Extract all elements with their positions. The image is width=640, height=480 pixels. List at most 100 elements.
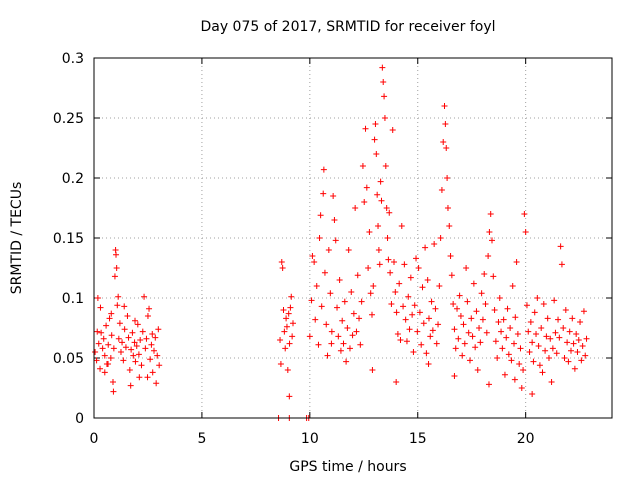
data-point	[461, 340, 468, 347]
data-point	[508, 357, 515, 364]
data-point	[529, 339, 536, 346]
data-point	[154, 352, 161, 359]
data-point	[451, 326, 458, 333]
data-point	[94, 328, 101, 335]
data-point	[375, 247, 382, 253]
data-point	[518, 385, 525, 391]
grid-lines	[94, 58, 612, 418]
data-point	[477, 339, 484, 346]
data-point	[444, 175, 451, 181]
data-point	[141, 293, 148, 300]
data-point	[513, 259, 520, 265]
data-point	[443, 145, 450, 151]
data-point	[479, 316, 486, 323]
data-point	[105, 361, 112, 367]
data-point	[313, 283, 320, 289]
data-point	[511, 340, 518, 347]
data-point	[545, 355, 552, 361]
data-point	[424, 277, 431, 283]
data-point	[97, 304, 104, 311]
data-point	[520, 367, 527, 373]
data-point	[450, 301, 457, 307]
data-point	[416, 309, 423, 316]
x-tick-label: 15	[409, 431, 427, 447]
data-point	[149, 331, 156, 337]
data-point	[367, 290, 374, 297]
data-point	[487, 211, 494, 217]
data-point	[280, 307, 287, 313]
data-point	[327, 290, 334, 297]
y-tick-label: 0.15	[53, 231, 84, 247]
data-point	[436, 283, 443, 289]
data-points	[92, 64, 590, 421]
x-tick-label: 5	[197, 431, 206, 447]
data-point	[306, 333, 313, 340]
data-point	[285, 310, 292, 317]
data-point	[99, 345, 106, 352]
data-point	[94, 295, 101, 301]
data-point	[442, 121, 449, 127]
data-point	[376, 261, 383, 268]
y-tick-label: 0.1	[62, 291, 84, 307]
data-point	[277, 337, 284, 343]
data-point	[459, 352, 466, 359]
data-point	[363, 184, 370, 191]
data-point	[583, 335, 590, 342]
data-point	[531, 309, 538, 316]
data-point	[463, 265, 470, 271]
data-point	[422, 244, 429, 251]
data-point	[565, 358, 572, 365]
data-point	[384, 235, 391, 241]
y-axis-label: SRMTID / TECUs	[9, 182, 25, 295]
data-point	[277, 361, 284, 367]
data-point	[411, 302, 418, 309]
data-point	[500, 316, 507, 323]
data-point	[552, 329, 559, 336]
data-point	[540, 301, 547, 307]
data-point	[420, 320, 427, 327]
data-point	[472, 344, 479, 351]
data-point	[97, 365, 104, 372]
data-point	[392, 289, 399, 295]
data-point	[379, 64, 386, 71]
data-point	[478, 290, 485, 297]
y-tick-label: 0	[75, 411, 84, 427]
data-point	[309, 253, 316, 259]
data-point	[147, 356, 154, 363]
data-point	[346, 345, 353, 352]
data-point	[447, 253, 454, 259]
data-point	[365, 265, 372, 271]
data-point	[536, 362, 543, 369]
data-point	[504, 305, 511, 312]
data-point	[516, 361, 523, 367]
data-point	[120, 357, 127, 364]
data-point	[320, 166, 327, 173]
data-point	[490, 273, 497, 280]
data-point	[131, 339, 138, 346]
data-point	[580, 308, 587, 315]
data-point	[385, 256, 392, 263]
data-point	[571, 365, 578, 372]
data-point	[100, 335, 107, 342]
data-point	[441, 103, 448, 109]
data-point	[358, 298, 365, 305]
data-point	[144, 313, 151, 319]
data-point	[446, 223, 453, 229]
data-point	[134, 321, 141, 328]
data-point	[153, 380, 160, 387]
data-point	[366, 229, 373, 235]
data-point	[362, 125, 369, 132]
data-point	[410, 349, 417, 355]
data-point	[569, 315, 576, 322]
data-point	[95, 340, 102, 347]
data-point	[543, 333, 550, 340]
data-point	[415, 265, 422, 271]
data-point	[278, 259, 285, 265]
data-point	[388, 301, 395, 307]
data-point	[393, 309, 400, 316]
data-point	[451, 373, 458, 379]
data-point	[130, 352, 137, 359]
data-point	[381, 115, 388, 121]
data-point	[444, 205, 451, 211]
data-point	[101, 369, 108, 376]
